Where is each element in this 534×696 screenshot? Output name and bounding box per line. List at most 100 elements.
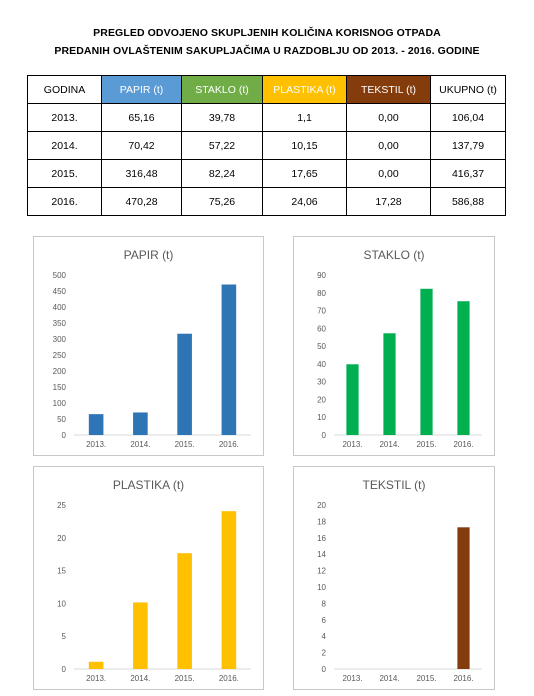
y-tick-label: 16: [317, 534, 326, 543]
y-tick-label: 0: [62, 665, 67, 674]
y-tick-label: 250: [53, 351, 67, 360]
bar: [133, 602, 148, 669]
chart-title: PAPIR (t): [124, 248, 174, 262]
chart-plastika: PLASTIKA (t) 0 5 10 15 20 25 2013. 2014. 2015. 201…: [33, 466, 264, 690]
y-tick-label: 6: [322, 616, 327, 625]
chart-papir: PAPIR (t) 0 50 100 150 200 250 300 350 400 450 500 2…: [33, 236, 264, 456]
y-tick-label: 80: [317, 289, 326, 298]
report-title-line1: PREGLED ODVOJENO SKUPLJENIH KOLIČINA KOR…: [93, 27, 441, 39]
y-tick-label: 300: [53, 335, 67, 344]
y-tick-label: 12: [317, 567, 326, 576]
cell-tekstil: 17,28: [346, 187, 431, 216]
y-tick-label: 10: [317, 583, 326, 592]
y-tick-label: 10: [317, 413, 326, 422]
y-tick-label: 25: [57, 501, 66, 510]
y-tick-label: 0: [62, 431, 67, 440]
bar: [221, 284, 237, 435]
cell-plastika: 10,15: [262, 131, 347, 160]
header-papir: PAPIR (t): [101, 75, 182, 104]
chart-svg: TEKSTIL (t) 0 2 4 6 8 10 12 14 16 18 20 2013. 2014. 20…: [317, 478, 482, 683]
chart-title: TEKSTIL (t): [363, 478, 426, 492]
y-tick-label: 20: [317, 501, 326, 510]
bar: [346, 364, 359, 435]
cell-year: 2015.: [27, 159, 102, 188]
y-tick-label: 90: [317, 271, 326, 280]
cell-ukupno: 137,79: [430, 131, 506, 160]
y-tick-label: 2: [322, 649, 327, 658]
x-tick-label: 2014.: [130, 440, 150, 449]
header-staklo: STAKLO (t): [181, 75, 263, 104]
table-row: 2014. 70,42 57,22 10,15 0,00 137,79: [27, 131, 506, 160]
x-tick-label: 2013.: [86, 674, 106, 683]
y-tick-label: 8: [322, 599, 327, 608]
cell-year: 2014.: [27, 131, 102, 160]
y-tick-label: 30: [317, 378, 326, 387]
chart-staklo: STAKLO (t) 0 10 20 30 40 50 60 70 80 90 2013. 2014. 2…: [293, 236, 495, 456]
y-tick-label: 100: [53, 399, 67, 408]
x-tick-label: 2015.: [416, 440, 436, 449]
cell-year: 2016.: [27, 187, 102, 216]
cell-papir: 316,48: [101, 159, 182, 188]
x-tick-label: 2015.: [175, 674, 195, 683]
x-tick-label: 2015.: [416, 674, 436, 683]
chart-tekstil: TEKSTIL (t) 0 2 4 6 8 10 12 14 16 18 20 2013. 2014. 20…: [293, 466, 495, 690]
y-tick-label: 350: [53, 319, 67, 328]
chart-svg: PAPIR (t) 0 50 100 150 200 250 300 350 400 450 500 2…: [53, 248, 251, 449]
y-tick-label: 450: [53, 287, 67, 296]
y-tick-label: 14: [317, 550, 326, 559]
cell-tekstil: 0,00: [346, 103, 431, 132]
x-tick-label: 2014.: [379, 440, 399, 449]
y-tick-label: 400: [53, 303, 67, 312]
cell-ukupno: 416,37: [430, 159, 506, 188]
y-tick-label: 18: [317, 517, 326, 526]
table-row: 2013. 65,16 39,78 1,1 0,00 106,04: [27, 103, 506, 132]
y-tick-label: 0: [322, 431, 327, 440]
y-tick-label: 200: [53, 367, 67, 376]
y-tick-label: 70: [317, 307, 326, 316]
chart-svg: PLASTIKA (t) 0 5 10 15 20 25 2013. 2014. 2015. 201…: [57, 478, 251, 683]
chart-svg: STAKLO (t) 0 10 20 30 40 50 60 70 80 90 2013. 2014. 2…: [317, 248, 482, 449]
bar: [88, 661, 104, 669]
cell-tekstil: 0,00: [346, 159, 431, 188]
bar: [221, 511, 237, 669]
cell-plastika: 17,65: [262, 159, 347, 188]
x-tick-label: 2016.: [453, 440, 473, 449]
cell-plastika: 1,1: [262, 103, 347, 132]
table-header-row: GODINA PAPIR (t) STAKLO (t) PLASTIKA (t)…: [27, 75, 506, 104]
y-tick-label: 5: [62, 632, 67, 641]
header-plastika: PLASTIKA (t): [262, 75, 347, 104]
y-tick-label: 20: [317, 395, 326, 404]
cell-papir: 65,16: [101, 103, 182, 132]
x-tick-label: 2014.: [379, 674, 399, 683]
cell-year: 2013.: [27, 103, 102, 132]
bar: [383, 333, 396, 435]
report-title-line2: PREDANIH OVLAŠTENIM SAKUPLJAČIMA U RAZDO…: [54, 45, 480, 57]
cell-tekstil: 0,00: [346, 131, 431, 160]
cell-papir: 470,28: [101, 187, 182, 216]
cell-ukupno: 586,88: [430, 187, 506, 216]
y-tick-label: 0: [322, 665, 327, 674]
y-tick-label: 60: [317, 324, 326, 333]
y-tick-label: 50: [57, 415, 66, 424]
cell-plastika: 24,06: [262, 187, 347, 216]
y-tick-label: 500: [53, 271, 67, 280]
cell-staklo: 39,78: [181, 103, 263, 132]
header-ukupno: UKUPNO (t): [430, 75, 506, 104]
x-tick-label: 2013.: [86, 440, 106, 449]
cell-staklo: 75,26: [181, 187, 263, 216]
x-tick-label: 2015.: [175, 440, 195, 449]
bar: [177, 553, 192, 669]
bar: [457, 527, 470, 669]
y-tick-label: 10: [57, 599, 66, 608]
cell-papir: 70,42: [101, 131, 182, 160]
chart-title: PLASTIKA (t): [113, 478, 184, 492]
chart-title: STAKLO (t): [363, 248, 424, 262]
x-tick-label: 2016.: [453, 674, 473, 683]
x-tick-label: 2013.: [342, 440, 362, 449]
cell-ukupno: 106,04: [430, 103, 506, 132]
cell-staklo: 82,24: [181, 159, 263, 188]
header-tekstil: TEKSTIL (t): [346, 75, 431, 104]
y-tick-label: 4: [322, 632, 327, 641]
bar: [457, 301, 470, 435]
bar: [420, 288, 433, 435]
